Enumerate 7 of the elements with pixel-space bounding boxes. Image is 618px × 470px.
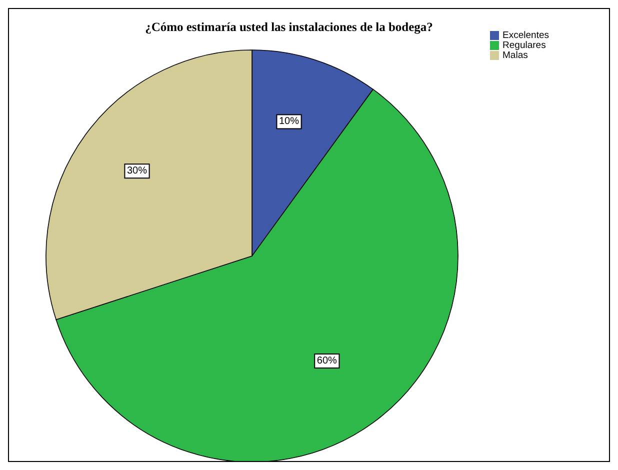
legend-label: Regulares	[502, 40, 546, 52]
data-label: 10%	[279, 116, 300, 128]
data-label: 60%	[316, 355, 338, 366]
data-label: 30%	[127, 166, 148, 177]
legend-label: Excelentes	[502, 30, 549, 42]
legend-label: Malas	[502, 50, 528, 62]
chart-title: ¿Cómo estimaría usted las instalaciones de la bodega?	[145, 20, 433, 34]
